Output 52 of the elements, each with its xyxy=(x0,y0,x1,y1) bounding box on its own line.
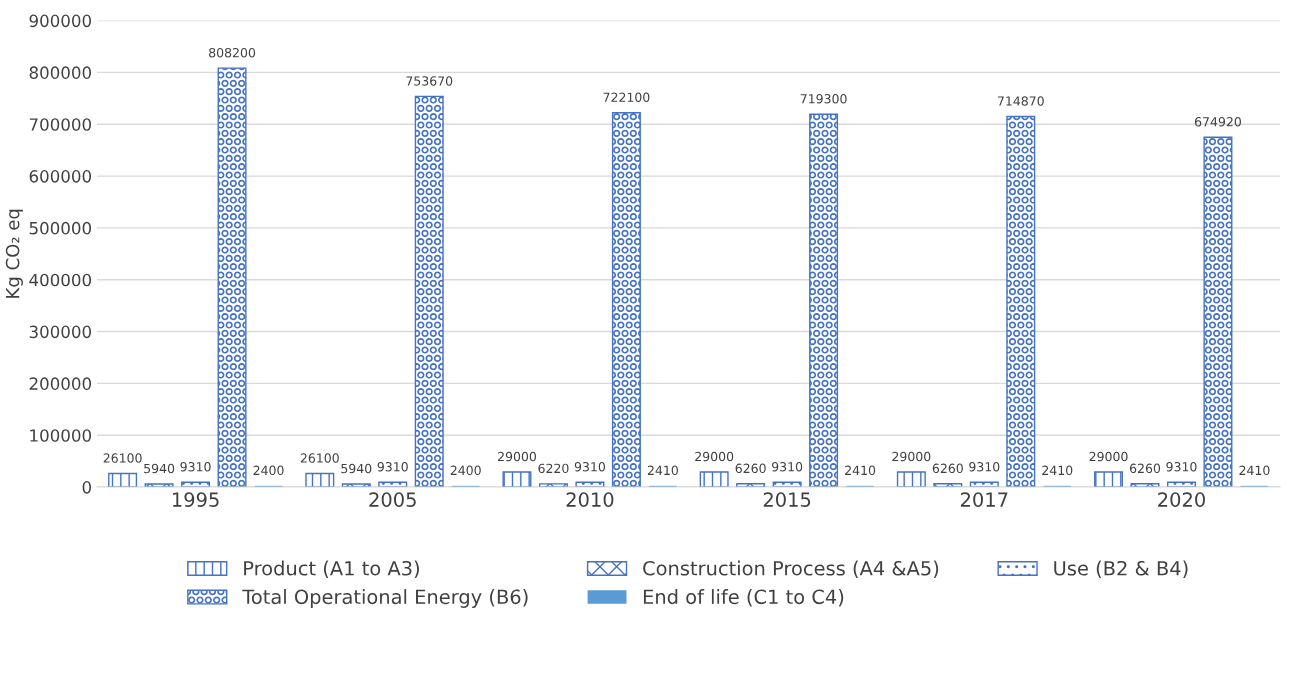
data-label: 722100 xyxy=(603,92,650,103)
data-label: 6260 xyxy=(735,463,766,474)
data-label: 29000 xyxy=(695,451,734,462)
y-tick-label: 500000 xyxy=(29,221,92,235)
legend-label: Use (B2 & B4) xyxy=(1054,560,1188,578)
data-label: 9310 xyxy=(969,462,1000,472)
data-label: 753670 xyxy=(406,76,453,86)
legend-label: Total Operational Energy (B6) xyxy=(242,589,528,608)
data-label: 6260 xyxy=(932,463,963,474)
data-label: 5940 xyxy=(144,463,175,474)
y-tick-label: 600000 xyxy=(29,170,92,183)
data-label: 674920 xyxy=(1194,117,1241,127)
legend-label: Construction Process (A4 &A5) xyxy=(643,560,939,578)
data-label: 29000 xyxy=(1089,451,1128,462)
x-tick-label: 2015 xyxy=(763,492,811,507)
y-axis-title: Kg CO₂ eq xyxy=(5,209,23,298)
data-label: 26100 xyxy=(103,453,142,463)
data-label: 2400 xyxy=(450,465,481,476)
x-tick-label: 2020 xyxy=(1158,492,1205,507)
data-label: 719300 xyxy=(800,94,847,104)
data-label: 6260 xyxy=(1129,463,1161,474)
y-tick-label: 400000 xyxy=(29,273,92,287)
data-label: 9310 xyxy=(771,462,803,472)
data-label: 9310 xyxy=(377,462,408,472)
y-tick-label: 800000 xyxy=(29,66,92,79)
y-tick-label: 300000 xyxy=(29,325,92,339)
data-label: 26100 xyxy=(300,453,339,463)
data-label: 808200 xyxy=(209,47,256,58)
data-label: 2400 xyxy=(253,465,284,476)
data-label: 2410 xyxy=(1042,465,1073,476)
y-tick-label: 700000 xyxy=(29,118,92,131)
data-label: 9310 xyxy=(180,462,211,472)
y-tick-label: 100000 xyxy=(30,429,92,442)
y-tick-label: 0 xyxy=(82,481,92,494)
x-tick-label: 1995 xyxy=(172,492,219,507)
data-label: 6220 xyxy=(538,463,569,474)
x-tick-label: 2010 xyxy=(566,492,614,507)
data-label: 2410 xyxy=(845,465,876,476)
y-tick-label: 900000 xyxy=(29,14,92,28)
x-tick-label: 2005 xyxy=(369,492,416,507)
y-tick-label: 200000 xyxy=(29,377,92,390)
legend-label: Product (A1 to A3) xyxy=(244,560,419,578)
data-label: 9310 xyxy=(1166,462,1197,472)
data-label: 5940 xyxy=(341,463,372,474)
data-label: 714870 xyxy=(997,96,1044,106)
data-label: 29000 xyxy=(892,451,931,462)
data-label: 9310 xyxy=(574,462,606,472)
legend-label: End of life (C1 to C4) xyxy=(643,589,844,607)
data-label: 29000 xyxy=(498,451,537,462)
x-tick-label: 2017 xyxy=(960,492,1008,507)
data-label: 2410 xyxy=(647,465,678,476)
data-label: 2410 xyxy=(1239,465,1270,476)
